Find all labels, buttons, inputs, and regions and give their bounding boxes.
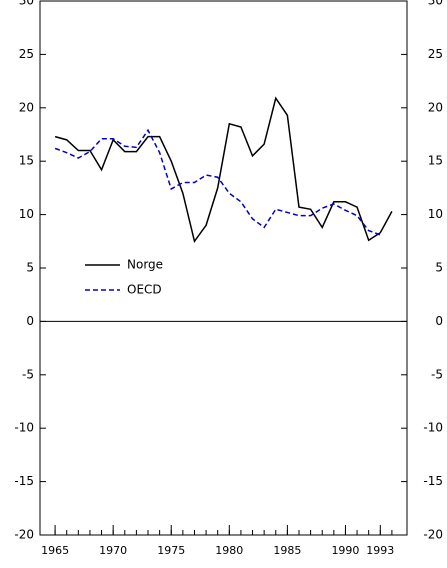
x-tick-label: 1965 bbox=[41, 544, 69, 557]
x-tick-label: 1980 bbox=[215, 544, 243, 557]
y2-tick-label: -5 bbox=[431, 367, 443, 381]
x-tick-label: 1975 bbox=[157, 544, 185, 557]
y2-tick-label: -20 bbox=[423, 528, 443, 542]
y2-tick-label: 10 bbox=[428, 207, 443, 221]
line-series bbox=[54, 96, 393, 244]
y-tick-label: 10 bbox=[19, 207, 34, 221]
y2-tick-label: 30 bbox=[428, 0, 443, 8]
line-series bbox=[54, 128, 381, 236]
y2-tick-label: 20 bbox=[428, 100, 443, 114]
y-tick-label: -15 bbox=[14, 474, 34, 488]
y-tick-label: 20 bbox=[19, 100, 34, 114]
y-tick-label: 5 bbox=[26, 261, 34, 275]
y-tick-label: 15 bbox=[19, 154, 34, 168]
y-tick-label: -10 bbox=[14, 421, 34, 435]
y2-tick-label: -10 bbox=[423, 421, 443, 435]
legend-label: Norge bbox=[127, 258, 163, 272]
y2-tick-label: 15 bbox=[428, 154, 443, 168]
x-tick-label: 1990 bbox=[331, 544, 359, 557]
y-tick-label: 30 bbox=[19, 0, 34, 8]
y2-tick-label: 0 bbox=[435, 314, 443, 328]
x-tick-label: 1985 bbox=[273, 544, 301, 557]
x-tick-label: 1993 bbox=[366, 544, 394, 557]
y-tick-label: -5 bbox=[22, 367, 34, 381]
y-tick-label: 25 bbox=[19, 47, 34, 61]
plot-frame bbox=[39, 0, 408, 536]
x-tick-label: 1970 bbox=[99, 544, 127, 557]
y-tick-label: 0 bbox=[26, 314, 34, 328]
y2-tick-label: -15 bbox=[423, 474, 443, 488]
y2-tick-label: 5 bbox=[435, 261, 443, 275]
y-tick-label: -20 bbox=[14, 528, 34, 542]
legend-label: OECD bbox=[127, 283, 162, 297]
y2-tick-label: 25 bbox=[428, 47, 443, 61]
